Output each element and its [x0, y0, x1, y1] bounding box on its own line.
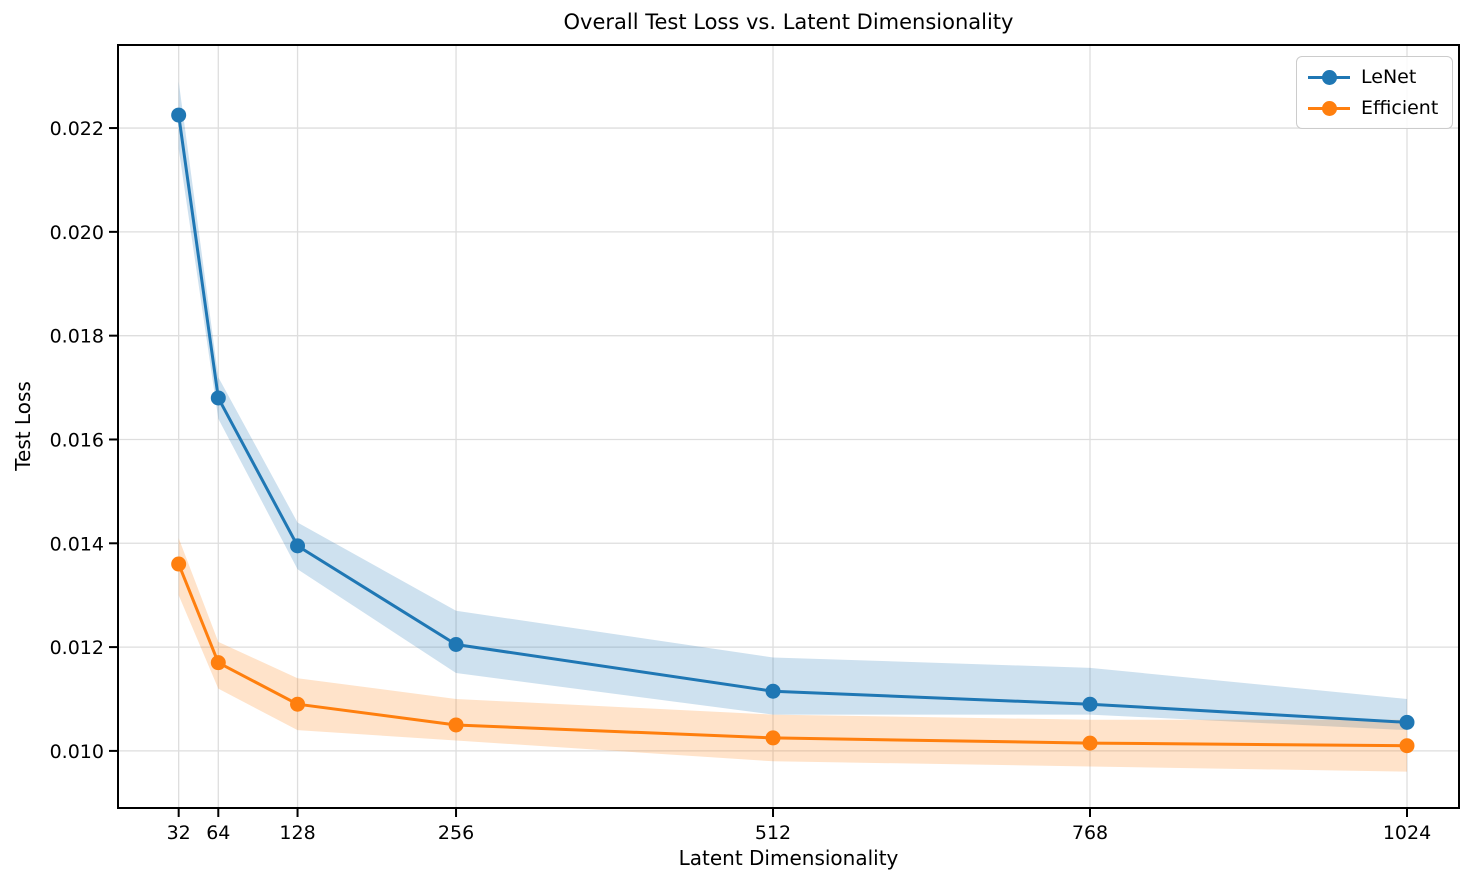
data-point-lenet-128	[290, 538, 306, 554]
x-tick-label: 256	[438, 822, 474, 844]
legend: LeNet Efficient	[1296, 56, 1453, 129]
data-point-efficient-128	[290, 696, 306, 712]
y-tick-label: 0.020	[50, 222, 104, 244]
y-tick-label: 0.010	[50, 741, 104, 763]
data-point-lenet-32	[171, 107, 187, 123]
data-point-efficient-1024	[1399, 738, 1415, 754]
series-efficient	[171, 556, 1415, 754]
y-tick-label: 0.022	[50, 118, 104, 140]
data-point-lenet-768	[1082, 696, 1098, 712]
lenet-line-marker-icon	[1308, 69, 1350, 85]
x-tick-label: 512	[755, 822, 791, 844]
axis-ticks: 32 64 128 256 512 768 1024 0.010 0.012 0.014 0.016…	[50, 118, 1432, 844]
chart-title: Overall Test Loss vs. Latent Dimensional…	[563, 10, 1014, 34]
data-point-efficient-32	[171, 556, 187, 572]
gridlines	[118, 45, 1459, 808]
y-tick-label: 0.018	[50, 326, 104, 348]
series-line-lenet	[177, 113, 1409, 724]
data-point-lenet-64	[210, 390, 226, 406]
error-band-lenet	[178, 81, 1407, 731]
legend-label-lenet: LeNet	[1361, 66, 1417, 88]
efficient-dot-swatch	[1321, 100, 1337, 116]
y-tick-label: 0.014	[50, 533, 104, 555]
x-tick-label: 64	[206, 822, 230, 844]
x-tick-label: 32	[167, 822, 191, 844]
lenet-dot-swatch	[1321, 69, 1337, 85]
data-point-efficient-256	[448, 717, 464, 733]
data-point-efficient-64	[210, 655, 226, 671]
x-tick-label: 768	[1072, 822, 1108, 844]
y-axis-label: Test Loss	[11, 381, 35, 471]
legend-label-efficient: Efficient	[1361, 97, 1439, 119]
axes-spines	[117, 44, 1460, 809]
data-point-efficient-768	[1082, 735, 1098, 751]
data-point-efficient-512	[765, 730, 781, 746]
x-tick-label: 1024	[1383, 822, 1431, 844]
y-tick-label: 0.016	[50, 429, 104, 451]
data-point-lenet-256	[448, 637, 464, 652]
series-lenet	[171, 107, 1415, 730]
legend-item-lenet: LeNet	[1308, 66, 1440, 88]
y-tick-label: 0.012	[50, 637, 104, 659]
legend-item-efficient: Efficient	[1308, 97, 1440, 119]
error-band-efficient	[178, 538, 1407, 772]
x-axis-label: Latent Dimensionality	[678, 846, 899, 870]
data-point-lenet-512	[765, 683, 781, 699]
data-point-lenet-1024	[1399, 714, 1415, 730]
x-tick-label: 128	[279, 822, 315, 844]
efficient-line-marker-icon	[1308, 100, 1350, 116]
